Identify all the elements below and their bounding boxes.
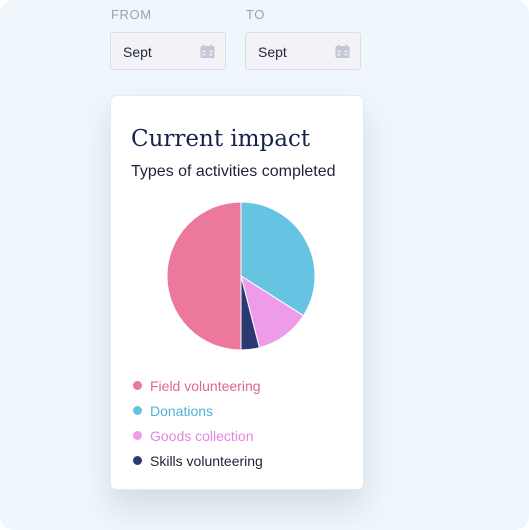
- legend-swatch: [133, 456, 142, 465]
- card-title: Current impact: [131, 126, 311, 152]
- legend-label: Donations: [150, 402, 214, 419]
- to-filter: TO: [245, 7, 265, 22]
- legend-swatch: [133, 381, 142, 390]
- pie-slice-field-volunteering: [166, 201, 242, 351]
- impact-card: Current impact Types of activities compl…: [110, 95, 364, 490]
- card-subtitle: Types of activities completed: [131, 163, 336, 180]
- from-filter: FROM: [110, 7, 152, 22]
- from-date-value: Sept: [123, 44, 152, 60]
- legend-item: Donations: [133, 398, 263, 423]
- to-label: TO: [246, 7, 266, 22]
- legend-label: Skills volunteering: [150, 452, 263, 469]
- legend-item: Skills volunteering: [133, 448, 263, 473]
- pie-slice-skills-volunteering: [240, 275, 261, 351]
- to-date-field[interactable]: Sept: [245, 32, 361, 70]
- calendar-icon[interactable]: [335, 44, 350, 59]
- legend-swatch: [133, 431, 142, 440]
- legend-label: Field volunteering: [150, 377, 261, 394]
- legend-label: Goods collection: [150, 427, 254, 444]
- calendar-icon[interactable]: [200, 44, 215, 59]
- from-label: FROM: [111, 7, 152, 22]
- chart-legend: Field volunteering Donations Goods collect…: [133, 373, 263, 473]
- legend-swatch: [133, 406, 142, 415]
- to-date-value: Sept: [258, 44, 287, 60]
- legend-item: Goods collection: [133, 423, 263, 448]
- from-date-field[interactable]: Sept: [110, 32, 226, 70]
- legend-item: Field volunteering: [133, 373, 263, 398]
- activities-pie-chart: [166, 201, 316, 351]
